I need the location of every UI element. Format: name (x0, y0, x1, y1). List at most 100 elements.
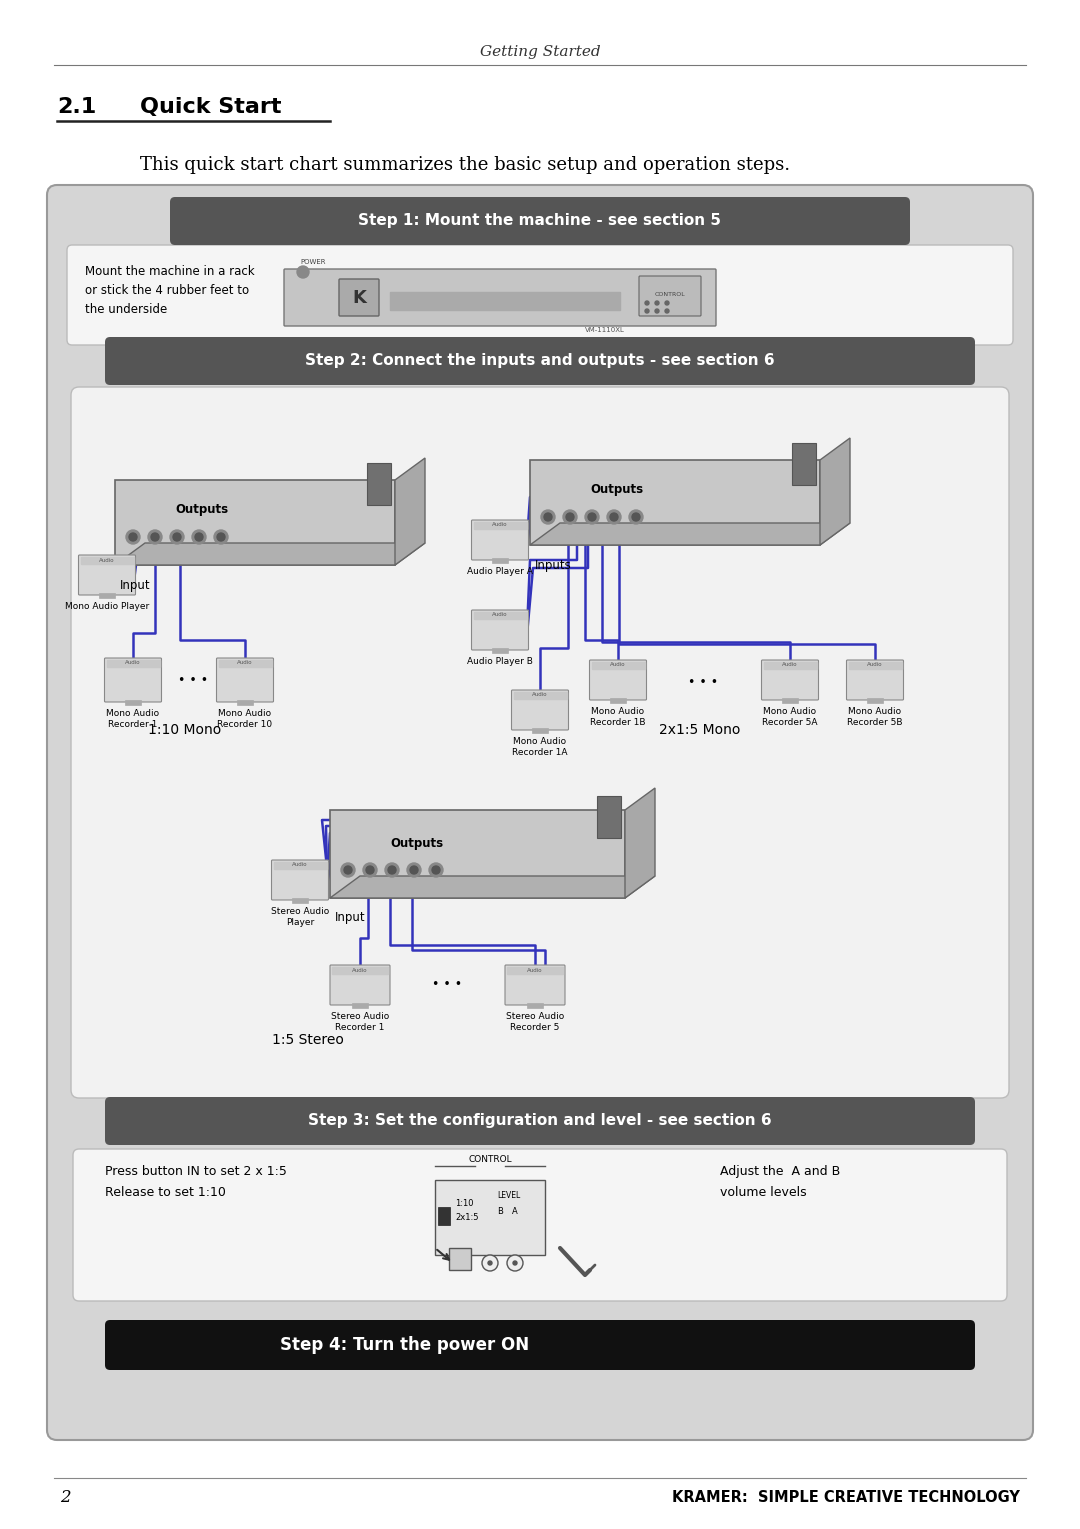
Bar (867, 699, 883, 703)
Circle shape (195, 534, 203, 541)
FancyBboxPatch shape (105, 657, 162, 702)
Text: Mono Audio
Recorder 1B: Mono Audio Recorder 1B (591, 706, 646, 728)
Circle shape (214, 531, 228, 544)
Circle shape (341, 862, 355, 878)
Text: 1:10 Mono: 1:10 Mono (148, 723, 221, 737)
Bar (532, 728, 548, 732)
Circle shape (363, 862, 377, 878)
Circle shape (585, 511, 599, 524)
Circle shape (482, 1255, 498, 1271)
Circle shape (297, 266, 309, 278)
FancyBboxPatch shape (271, 859, 328, 901)
Text: Mono Audio
Recorder 1A: Mono Audio Recorder 1A (512, 737, 568, 757)
Circle shape (645, 309, 649, 313)
Text: Step 1: Mount the machine - see section 5: Step 1: Mount the machine - see section … (359, 214, 721, 228)
Text: Input: Input (335, 911, 366, 925)
Text: 2.1: 2.1 (57, 96, 96, 118)
Bar (125, 700, 141, 705)
Text: • • •: • • • (688, 676, 718, 690)
FancyBboxPatch shape (330, 810, 625, 898)
FancyBboxPatch shape (530, 460, 820, 544)
FancyBboxPatch shape (114, 480, 395, 566)
Text: Audio Player A: Audio Player A (467, 567, 532, 576)
Text: Step 3: Set the configuration and level - see section 6: Step 3: Set the configuration and level … (308, 1113, 772, 1128)
Text: Mono Audio
Recorder 1: Mono Audio Recorder 1 (107, 709, 160, 729)
FancyBboxPatch shape (67, 245, 1013, 346)
Bar (237, 700, 253, 705)
Text: • • •: • • • (432, 979, 462, 991)
Circle shape (151, 534, 159, 541)
Bar (513, 693, 567, 699)
Text: A: A (512, 1206, 517, 1216)
Circle shape (607, 511, 621, 524)
FancyBboxPatch shape (216, 657, 273, 702)
Text: Press button IN to set 2 x 1:5
Release to set 1:10: Press button IN to set 2 x 1:5 Release t… (105, 1165, 287, 1199)
Text: 2: 2 (60, 1489, 70, 1506)
Text: Stereo Audio
Recorder 5: Stereo Audio Recorder 5 (505, 1012, 564, 1032)
Bar (527, 1003, 543, 1008)
FancyBboxPatch shape (170, 197, 910, 245)
Bar (764, 662, 816, 670)
Circle shape (563, 511, 577, 524)
FancyBboxPatch shape (472, 610, 528, 650)
Circle shape (429, 862, 443, 878)
Bar (849, 662, 902, 670)
Polygon shape (625, 787, 654, 898)
Text: Audio: Audio (610, 662, 625, 668)
Polygon shape (530, 523, 850, 544)
Text: Audio: Audio (125, 661, 140, 665)
FancyBboxPatch shape (590, 661, 647, 700)
Circle shape (610, 514, 618, 521)
Circle shape (488, 1261, 492, 1264)
Text: K: K (352, 289, 366, 307)
Text: Inputs: Inputs (535, 558, 571, 572)
Text: Audio: Audio (99, 558, 114, 563)
Circle shape (544, 514, 552, 521)
Circle shape (432, 865, 440, 875)
Bar (352, 1003, 368, 1008)
Bar (99, 593, 114, 598)
Bar (473, 612, 527, 619)
Text: Outputs: Outputs (175, 503, 228, 517)
Text: KRAMER:  SIMPLE CREATIVE TECHNOLOGY: KRAMER: SIMPLE CREATIVE TECHNOLOGY (672, 1489, 1020, 1505)
Circle shape (217, 534, 225, 541)
Circle shape (126, 531, 140, 544)
FancyBboxPatch shape (847, 661, 904, 700)
Circle shape (513, 1261, 517, 1264)
Circle shape (173, 534, 181, 541)
Text: Audio Player B: Audio Player B (467, 657, 532, 667)
Circle shape (632, 514, 640, 521)
Bar (610, 699, 626, 703)
Polygon shape (395, 459, 426, 566)
Text: 2x1:5 Mono: 2x1:5 Mono (659, 723, 741, 737)
Text: Mono Audio
Recorder 10: Mono Audio Recorder 10 (217, 709, 272, 729)
FancyBboxPatch shape (79, 555, 135, 595)
Circle shape (654, 301, 659, 304)
Text: Adjust the  A and B
volume levels: Adjust the A and B volume levels (720, 1165, 840, 1199)
Text: Stereo Audio
Recorder 1: Stereo Audio Recorder 1 (330, 1012, 389, 1032)
Bar (218, 661, 271, 667)
Text: Mono Audio
Recorder 5A: Mono Audio Recorder 5A (762, 706, 818, 728)
Circle shape (654, 309, 659, 313)
Text: Outputs: Outputs (390, 836, 443, 850)
Text: Outputs: Outputs (590, 483, 643, 497)
Text: 1:10: 1:10 (455, 1199, 473, 1208)
Circle shape (507, 1255, 523, 1271)
FancyBboxPatch shape (330, 965, 390, 1005)
Circle shape (345, 865, 352, 875)
Text: 1:5 Stereo: 1:5 Stereo (272, 1034, 343, 1047)
Text: Step 2: Connect the inputs and outputs - see section 6: Step 2: Connect the inputs and outputs -… (306, 353, 774, 368)
Circle shape (407, 862, 421, 878)
Text: CONTROL: CONTROL (469, 1156, 512, 1165)
Circle shape (541, 511, 555, 524)
Circle shape (645, 301, 649, 304)
Bar (292, 898, 308, 904)
FancyBboxPatch shape (105, 1096, 975, 1145)
FancyBboxPatch shape (73, 1148, 1007, 1301)
Text: Step 4: Turn the power ON: Step 4: Turn the power ON (280, 1336, 529, 1355)
Text: Stereo Audio
Player: Stereo Audio Player (271, 907, 329, 927)
FancyBboxPatch shape (339, 278, 379, 317)
Bar (367, 463, 391, 505)
Bar (332, 966, 388, 974)
Bar (507, 966, 563, 974)
